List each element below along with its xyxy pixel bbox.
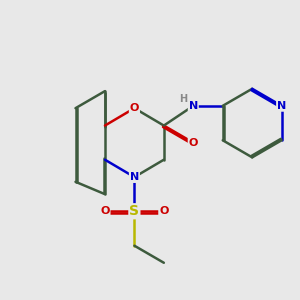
Text: N: N — [189, 101, 198, 111]
Text: N: N — [277, 101, 286, 111]
Text: O: O — [100, 206, 110, 216]
Text: S: S — [129, 204, 140, 218]
Text: O: O — [159, 206, 169, 216]
Text: N: N — [130, 172, 139, 182]
Text: O: O — [130, 103, 139, 113]
Text: H: H — [179, 94, 187, 104]
Text: O: O — [189, 138, 198, 148]
